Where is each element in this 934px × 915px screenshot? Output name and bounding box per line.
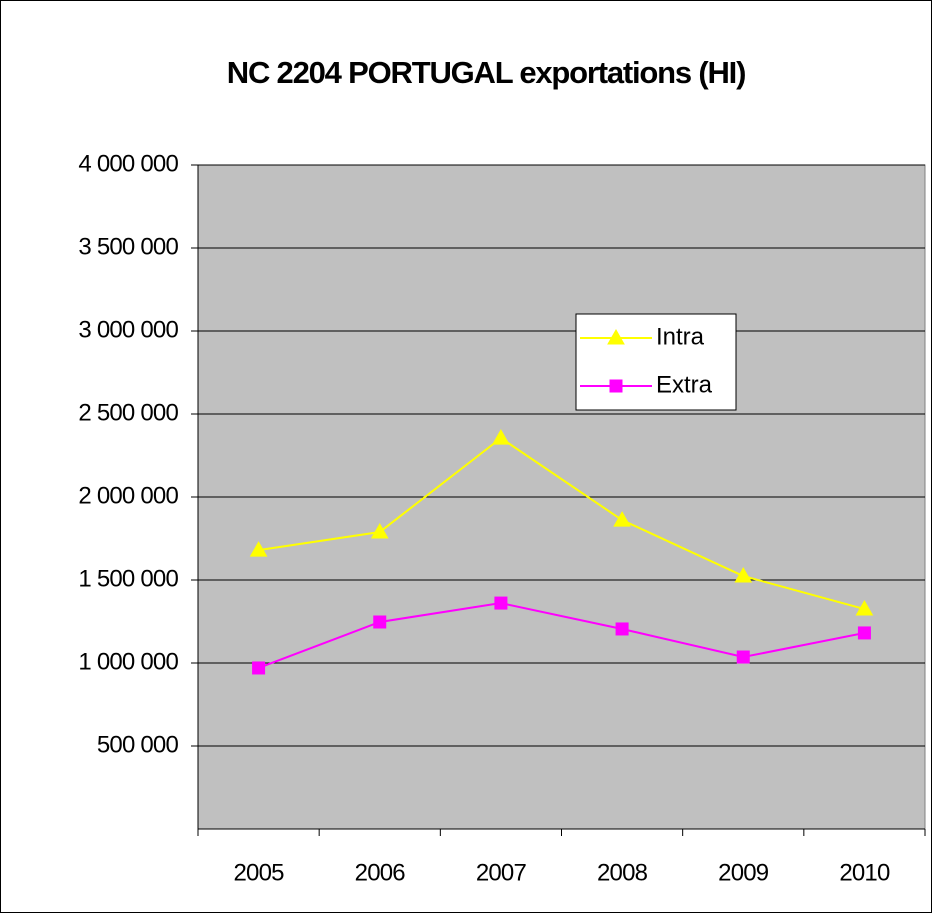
marker [494, 596, 508, 610]
y-tick-label: 4 000 000 [78, 150, 178, 177]
x-tick-label: 2009 [718, 859, 769, 886]
x-tick-label: 2008 [597, 859, 648, 886]
series-line [258, 602, 865, 669]
marker [252, 661, 266, 675]
legend-marker [609, 379, 623, 393]
y-tick-label: 2 000 000 [78, 482, 178, 509]
marker [249, 541, 268, 557]
chart-title: NC 2204 PORTUGAL exportations (HI) [227, 55, 745, 90]
x-tick-label: 2010 [839, 859, 890, 886]
legend-label: Intra [656, 323, 705, 350]
x-tick-label: 2007 [476, 859, 527, 886]
x-tick-label: 2006 [355, 859, 406, 886]
marker [373, 615, 387, 629]
y-tick-label: 500 000 [97, 731, 179, 758]
marker [734, 567, 753, 583]
marker [492, 429, 510, 445]
y-tick-label: 1 500 000 [78, 565, 178, 592]
marker [857, 626, 871, 640]
y-tick-label: 3 000 000 [78, 316, 178, 343]
y-tick-label: 1 000 000 [78, 648, 178, 675]
legend-box [575, 313, 737, 411]
marker [613, 511, 631, 527]
y-tick-label: 2 500 000 [78, 399, 178, 426]
marker [370, 523, 389, 539]
marker [615, 622, 629, 636]
y-tick-label: 3 500 000 [78, 233, 178, 260]
marker [736, 650, 750, 664]
marker [855, 600, 874, 616]
series-line [258, 436, 865, 611]
x-tick-label: 2005 [233, 859, 284, 886]
legend-label: Extra [656, 371, 713, 398]
legend-marker [607, 328, 625, 345]
